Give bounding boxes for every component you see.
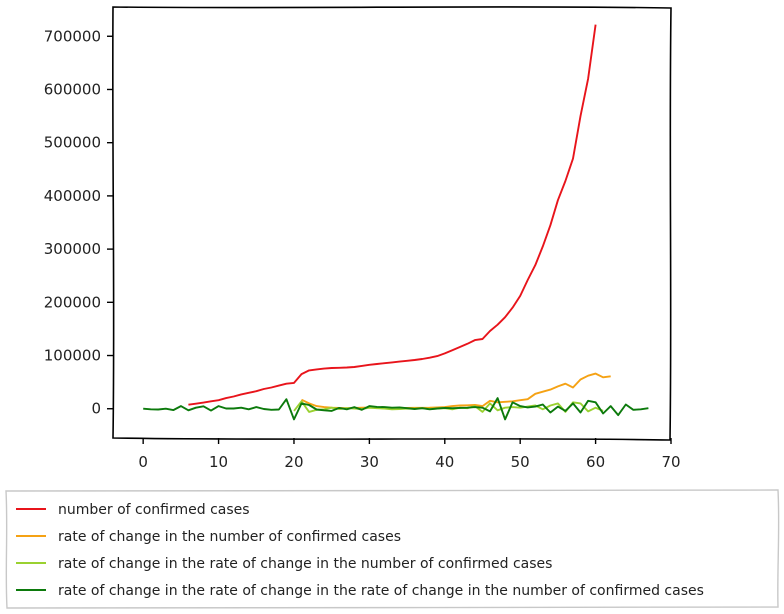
x-tick-label: 60 xyxy=(586,453,605,471)
series-lines xyxy=(143,24,649,421)
legend-box xyxy=(5,489,780,609)
y-tick-label: 400000 xyxy=(44,187,101,205)
y-tick-label: 300000 xyxy=(44,240,101,258)
y-tick-label: 500000 xyxy=(44,134,101,152)
x-tick-label: 20 xyxy=(284,453,303,471)
y-tick-label: 700000 xyxy=(44,27,101,45)
y-tick-label: 0 xyxy=(91,400,101,418)
x-axis-ticks: 0 10 20 30 40 50 60 70 xyxy=(138,438,681,471)
legend-label: rate of change in the rate of change in … xyxy=(58,556,552,572)
series-line-4 xyxy=(143,397,649,421)
legend-label: rate of change in the rate of change in … xyxy=(58,583,704,599)
x-tick-label: 40 xyxy=(435,453,454,471)
legend-label: number of confirmed cases xyxy=(58,502,250,518)
x-tick-label: 50 xyxy=(511,453,530,471)
y-tick-label: 100000 xyxy=(44,347,101,365)
series-line-1 xyxy=(188,24,597,406)
x-tick-label: 30 xyxy=(360,453,379,471)
y-axis-ticks: 0 100000 200000 300000 400000 500000 600000 700… xyxy=(44,27,113,418)
x-tick-label: 0 xyxy=(138,453,148,471)
x-tick-label: 70 xyxy=(661,453,680,471)
x-tick-label: 10 xyxy=(209,453,228,471)
legend-label: rate of change in the number of confirme… xyxy=(58,529,401,545)
y-tick-label: 600000 xyxy=(44,80,101,98)
plot-frame xyxy=(111,6,672,441)
legend: number of confirmed cases rate of change … xyxy=(5,489,780,609)
y-tick-label: 200000 xyxy=(44,293,101,311)
series-line-2 xyxy=(301,372,611,410)
